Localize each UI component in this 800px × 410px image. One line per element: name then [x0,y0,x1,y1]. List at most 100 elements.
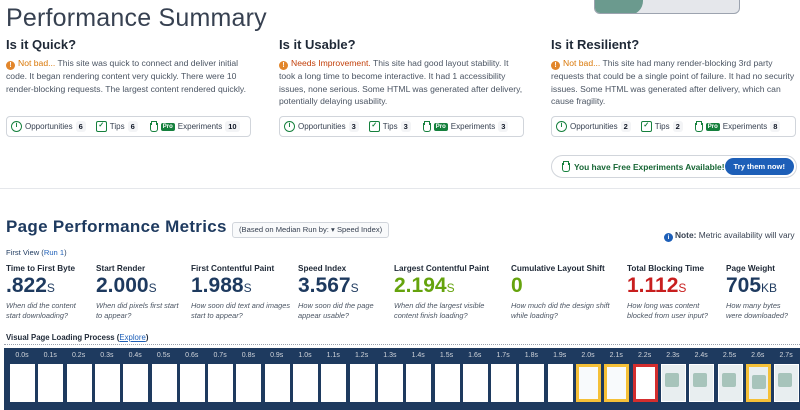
opportunities-link[interactable]: i Opportunities 3 [284,121,359,132]
experiments-count: 8 [770,121,781,132]
metric-unit: S [46,281,55,295]
opportunities-link[interactable]: i Opportunities 6 [11,121,86,132]
frame-time-label: 2.0s [581,352,595,359]
filmstrip-frame[interactable] [689,364,715,402]
summary-column: Is it Resilient? ! Not bad... This site h… [551,37,796,108]
frame-time-label: 2.1s [609,352,623,359]
filmstrip-frame[interactable] [236,364,262,402]
filmstrip-frame[interactable] [604,364,630,402]
filmstrip-frame[interactable] [745,364,771,402]
filmstrip-frame[interactable] [632,364,658,402]
metric-label: Page Weight [726,264,775,273]
tips-link[interactable]: ✓ Tips 2 [640,121,683,132]
metric-value: 2.000S [96,274,186,300]
filmstrip-frame[interactable] [491,364,517,402]
tips-link[interactable]: ✓ Tips 3 [368,121,411,132]
opportunities-label: Opportunities [25,122,73,131]
metric-label: Total Blocking Time [627,264,705,273]
filmstrip-frame[interactable] [434,364,460,402]
counts-bar: i Opportunities 3 ✓ Tips 3 Pro Experiments 3 [279,116,524,137]
filmstrip-frame[interactable] [462,364,488,402]
metric-value: 1.988S [191,274,293,300]
metric-value: 1.112S [627,274,722,300]
experiments-link[interactable]: Pro Experiments 8 [693,121,781,132]
metric-question: How long was content blocked from user i… [627,301,708,320]
frame-time-label: 2.6s [751,352,765,359]
filmstrip-frame[interactable] [66,364,92,402]
filmstrip-frame[interactable] [406,364,432,402]
filmstrip-frame[interactable] [717,364,743,402]
tips-icon: ✓ [640,121,652,132]
filmstrip-frame[interactable] [547,364,573,402]
filmstrip-frame[interactable] [208,364,234,402]
warning-icon: ! [551,61,560,70]
flask-icon [148,121,158,132]
filmstrip-frame[interactable] [151,364,177,402]
experiments-link[interactable]: Pro Experiments 10 [148,121,240,132]
explore-link[interactable]: Explore [119,333,146,342]
filmstrip-frame[interactable] [10,364,35,402]
frame-time-label: 0.5s [156,352,171,359]
filmstrip-frame[interactable] [94,364,120,402]
metric-question: How soon did text and images start to ap… [191,301,291,320]
tips-count: 2 [672,121,683,132]
tips-count: 3 [400,121,411,132]
info-icon: i [664,233,673,242]
filmstrip-frame[interactable] [321,364,347,402]
frame-time-label: 2.5s [722,352,737,359]
experiments-link[interactable]: Pro Experiments 3 [421,121,509,132]
opportunities-count: 2 [620,121,631,132]
filmstrip-frame[interactable] [774,364,800,402]
experiments-count: 3 [498,121,509,132]
median-prefix: (Based on Median Run by: [239,225,329,234]
tips-count: 6 [127,121,138,132]
column-text: ! Not bad... This site had many render-bl… [551,57,796,108]
experiments-label: Experiments [177,122,223,131]
opportunities-link[interactable]: i Opportunities 2 [556,121,631,132]
opportunities-icon: i [556,121,567,132]
filmstrip-frame[interactable] [179,364,205,402]
column-heading: Is it Usable? [279,37,356,52]
metric-label: Time to First Byte [6,264,76,273]
metric-value: 0 [511,274,621,300]
metric-label: First Contentful Paint [191,264,275,273]
filmstrip-frame[interactable] [293,364,318,402]
run-1-link[interactable]: Run 1 [43,248,65,257]
filmstrip-frame[interactable] [349,364,375,402]
metric-card: Page Weight 705KB How many bytes were do… [726,264,798,321]
section-divider [0,188,800,189]
filmstrip-frame[interactable] [264,364,290,402]
column-heading: Is it Resilient? [551,37,640,52]
filmstrip-divider [4,344,800,346]
opportunities-count: 6 [75,121,86,132]
filmstrip-frame[interactable] [519,364,545,402]
filmstrip[interactable]: 0.0s 0.1s 0.2s 0.3s 0.4s 0.5s 0.6s 0.7s 0.8s 0.9s… [4,348,800,410]
filmstrip-frame[interactable] [38,364,64,402]
metric-note: i Note: Metric availability will vary [664,230,795,242]
metric-card: Start Render 2.000S When did pixels firs… [96,264,186,321]
summary-column: Is it Usable? ! Needs Improvement. This s… [279,37,524,108]
median-run-selector[interactable]: (Based on Median Run by: ▾ Speed Index) [232,222,390,238]
filmstrip-frame[interactable] [660,364,686,402]
frame-time-label: 1.2s [354,352,369,359]
filmstrip-frame[interactable] [576,364,601,402]
metric-value: 2.194S [394,274,504,300]
tips-label: Tips [654,122,670,131]
metric-unit: S [148,281,157,295]
opportunities-icon: i [284,121,295,132]
filmstrip-frame[interactable] [377,364,403,402]
summary-text: This site was quick to connect and deliv… [6,58,246,94]
frame-time-label: 1.7s [496,352,510,359]
metrics-title: Page Performance Metrics [6,217,227,236]
filmstrip-frame[interactable] [123,364,149,402]
frame-time-label: 0.7s [213,352,227,359]
metric-value: .822S [6,274,92,300]
summary-column: Is it Quick? ! Not bad... This site was q… [6,37,251,95]
tips-icon: ✓ [95,121,107,132]
tips-link[interactable]: ✓ Tips 6 [95,121,138,132]
opportunities-label: Opportunities [298,122,346,131]
metric-question: When did the content start downloading? [6,301,76,320]
try-them-now-button[interactable]: Try them now! [724,158,794,175]
metric-unit: S [243,281,252,295]
tips-label: Tips [109,122,125,131]
